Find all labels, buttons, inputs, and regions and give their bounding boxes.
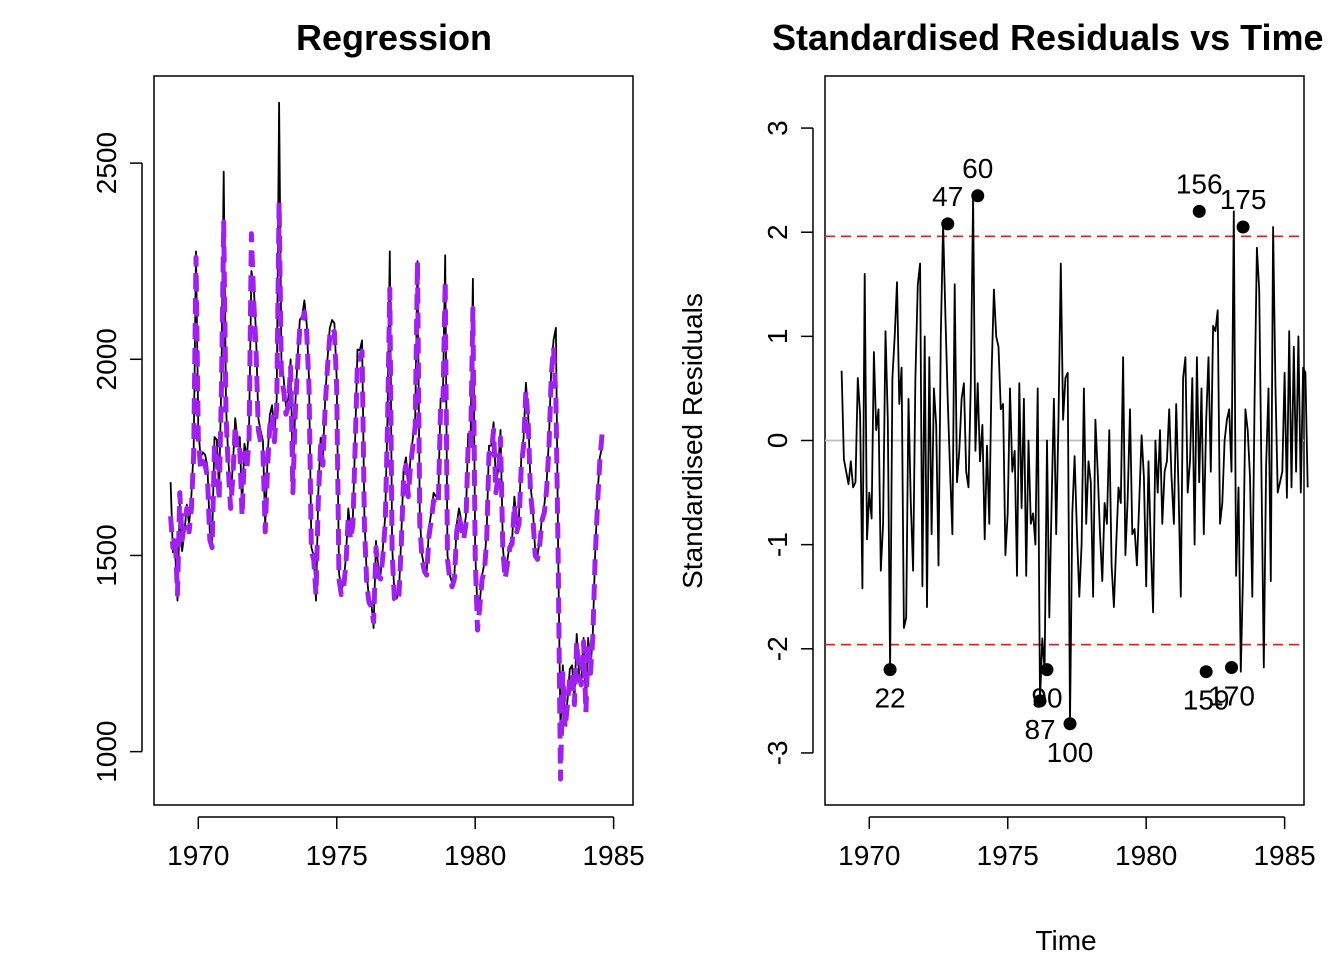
outlier-point [1063,717,1077,731]
residuals-x-tick-label: 1975 [977,840,1039,871]
outlier-label: 60 [962,153,993,184]
residuals-y-tick-label: 2 [762,224,793,240]
regression-x-tick-label: 1970 [167,840,229,871]
regression-panel: Regression 1970 1975 1980 1985 1000 1500 2000… [91,17,645,871]
regression-y-tick-label: 2000 [91,328,122,390]
residuals-y-tick-label: -1 [762,532,793,557]
residuals-y-tick-label: -2 [762,636,793,661]
residuals-y-tick-label: -3 [762,740,793,765]
residuals-y-tick-label: 3 [762,120,793,136]
outlier-label: 22 [874,683,905,714]
outlier-label: 100 [1047,737,1094,768]
outlier-label: 90 [1031,683,1062,714]
outlier-label: 47 [932,181,963,212]
residuals-title: Standardised Residuals vs Time [772,17,1324,58]
outlier-point [1199,665,1213,679]
outlier-point [1225,661,1239,675]
regression-x-axis: 1970 1975 1980 1985 [167,816,645,871]
residuals-x-tick-label: 1980 [1115,840,1177,871]
outlier-point [883,663,897,677]
outlier-point [971,189,985,203]
regression-y-axis: 1000 1500 2000 2500 [91,132,143,783]
outlier-label: 175 [1220,184,1267,215]
regression-x-tick-label: 1980 [444,840,506,871]
residuals-y-tick-label: 1 [762,329,793,345]
residuals-y-axis: -3 -2 -1 0 1 2 3 [762,120,814,765]
outlier-point [1033,694,1047,708]
residuals-x-axis-label: Time [1035,925,1096,956]
regression-y-tick-label: 2500 [91,132,122,194]
residuals-series [840,194,1309,725]
outlier-point [1040,663,1054,677]
residuals-series-line [840,194,1309,725]
residuals-x-tick-label: 1970 [838,840,900,871]
residuals-panel: Standardised Residuals vs Time 1970 1975 1… [677,17,1324,956]
regression-plot-frame [153,75,634,806]
outlier-point [941,217,955,231]
outlier-point [1192,204,1206,218]
residuals-x-tick-label: 1985 [1253,840,1315,871]
residuals-y-axis-label: Standardised Residuals [677,293,708,589]
regression-x-tick-label: 1975 [306,840,368,871]
outlier-point [1236,220,1250,234]
outlier-label: 159 [1183,685,1230,716]
regression-y-tick-label: 1500 [91,524,122,586]
regression-title: Regression [296,17,492,58]
residuals-x-axis: 1970 1975 1980 1985 [838,816,1316,871]
outlier-label: 156 [1176,168,1223,199]
regression-series [168,101,605,782]
outlier-label: 87 [1024,714,1055,745]
residuals-y-tick-label: 0 [762,433,793,449]
outlier-label: 170 [1208,681,1255,712]
fitted-series-line [168,199,605,782]
regression-x-tick-label: 1985 [582,840,644,871]
regression-y-tick-label: 1000 [91,720,122,782]
